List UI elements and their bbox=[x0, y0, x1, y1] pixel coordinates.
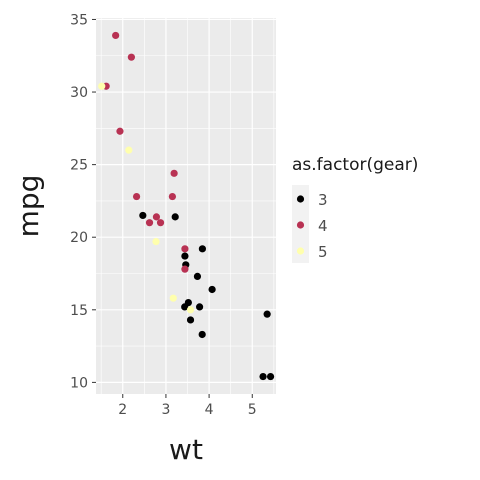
y-axis-title: mpg bbox=[12, 175, 45, 238]
legend: as.factor(gear) 3 4 5 bbox=[292, 155, 418, 263]
legend-key-gear-5 bbox=[296, 247, 305, 255]
data-point-gear-3 bbox=[193, 272, 202, 281]
legend-key-gear-4 bbox=[296, 221, 305, 229]
x-tick-label: 5 bbox=[248, 402, 257, 418]
data-point-gear-3 bbox=[181, 252, 189, 260]
data-point-gear-3 bbox=[263, 310, 271, 318]
legend-entries: 3 4 5 bbox=[296, 191, 328, 261]
x-tick-label: 3 bbox=[161, 402, 170, 418]
data-point-gear-4 bbox=[116, 127, 124, 135]
data-point-gear-3 bbox=[186, 316, 195, 324]
data-point-gear-3 bbox=[139, 211, 147, 220]
data-point-gear-4 bbox=[127, 53, 135, 61]
data-point-gear-5 bbox=[186, 306, 195, 314]
legend-label-gear-5: 5 bbox=[318, 243, 328, 261]
data-point-gear-3 bbox=[208, 285, 216, 294]
data-point-gear-5 bbox=[152, 237, 160, 246]
data-point-gear-4 bbox=[181, 245, 189, 253]
plot-panel bbox=[96, 18, 276, 394]
data-point-gear-4 bbox=[112, 31, 120, 40]
data-point-gear-5 bbox=[125, 146, 133, 154]
data-point-gear-3 bbox=[171, 213, 179, 221]
y-tick-label: 25 bbox=[70, 158, 88, 174]
data-point-gear-3 bbox=[266, 372, 275, 381]
y-tick-label: 15 bbox=[70, 303, 88, 319]
legend-label-gear-4: 4 bbox=[318, 217, 328, 235]
minor-gridlines bbox=[96, 18, 276, 394]
y-tick-label: 10 bbox=[70, 375, 88, 391]
y-tick-label: 35 bbox=[70, 12, 88, 28]
data-point-gear-5 bbox=[98, 82, 106, 90]
data-point-gear-3 bbox=[181, 303, 189, 311]
data-points bbox=[98, 31, 275, 381]
legend-title: as.factor(gear) bbox=[292, 155, 418, 175]
data-point-gear-3 bbox=[198, 245, 207, 253]
data-point-gear-5 bbox=[169, 294, 177, 302]
x-axis-title: wt bbox=[169, 433, 203, 466]
data-point-gear-3 bbox=[195, 303, 204, 311]
data-point-gear-4 bbox=[168, 192, 177, 201]
data-point-gear-4 bbox=[145, 219, 154, 227]
data-point-gear-4 bbox=[156, 219, 165, 227]
legend-key-gear-3 bbox=[296, 195, 305, 203]
data-point-gear-3 bbox=[259, 372, 267, 381]
data-point-gear-4 bbox=[132, 192, 141, 201]
major-gridlines bbox=[96, 18, 276, 394]
legend-label-gear-3: 3 bbox=[318, 191, 328, 209]
y-tick-label: 20 bbox=[70, 230, 88, 246]
x-tick-label: 2 bbox=[118, 402, 127, 418]
data-point-gear-4 bbox=[181, 265, 189, 273]
data-point-gear-3 bbox=[198, 330, 206, 339]
data-point-gear-4 bbox=[170, 169, 178, 177]
data-point-gear-4 bbox=[152, 213, 161, 221]
x-axis-ticks: 2 3 4 5 bbox=[118, 394, 257, 418]
y-axis-ticks: 10 15 20 25 30 35 bbox=[70, 12, 96, 391]
x-tick-label: 4 bbox=[205, 402, 214, 418]
y-tick-label: 30 bbox=[70, 85, 88, 101]
